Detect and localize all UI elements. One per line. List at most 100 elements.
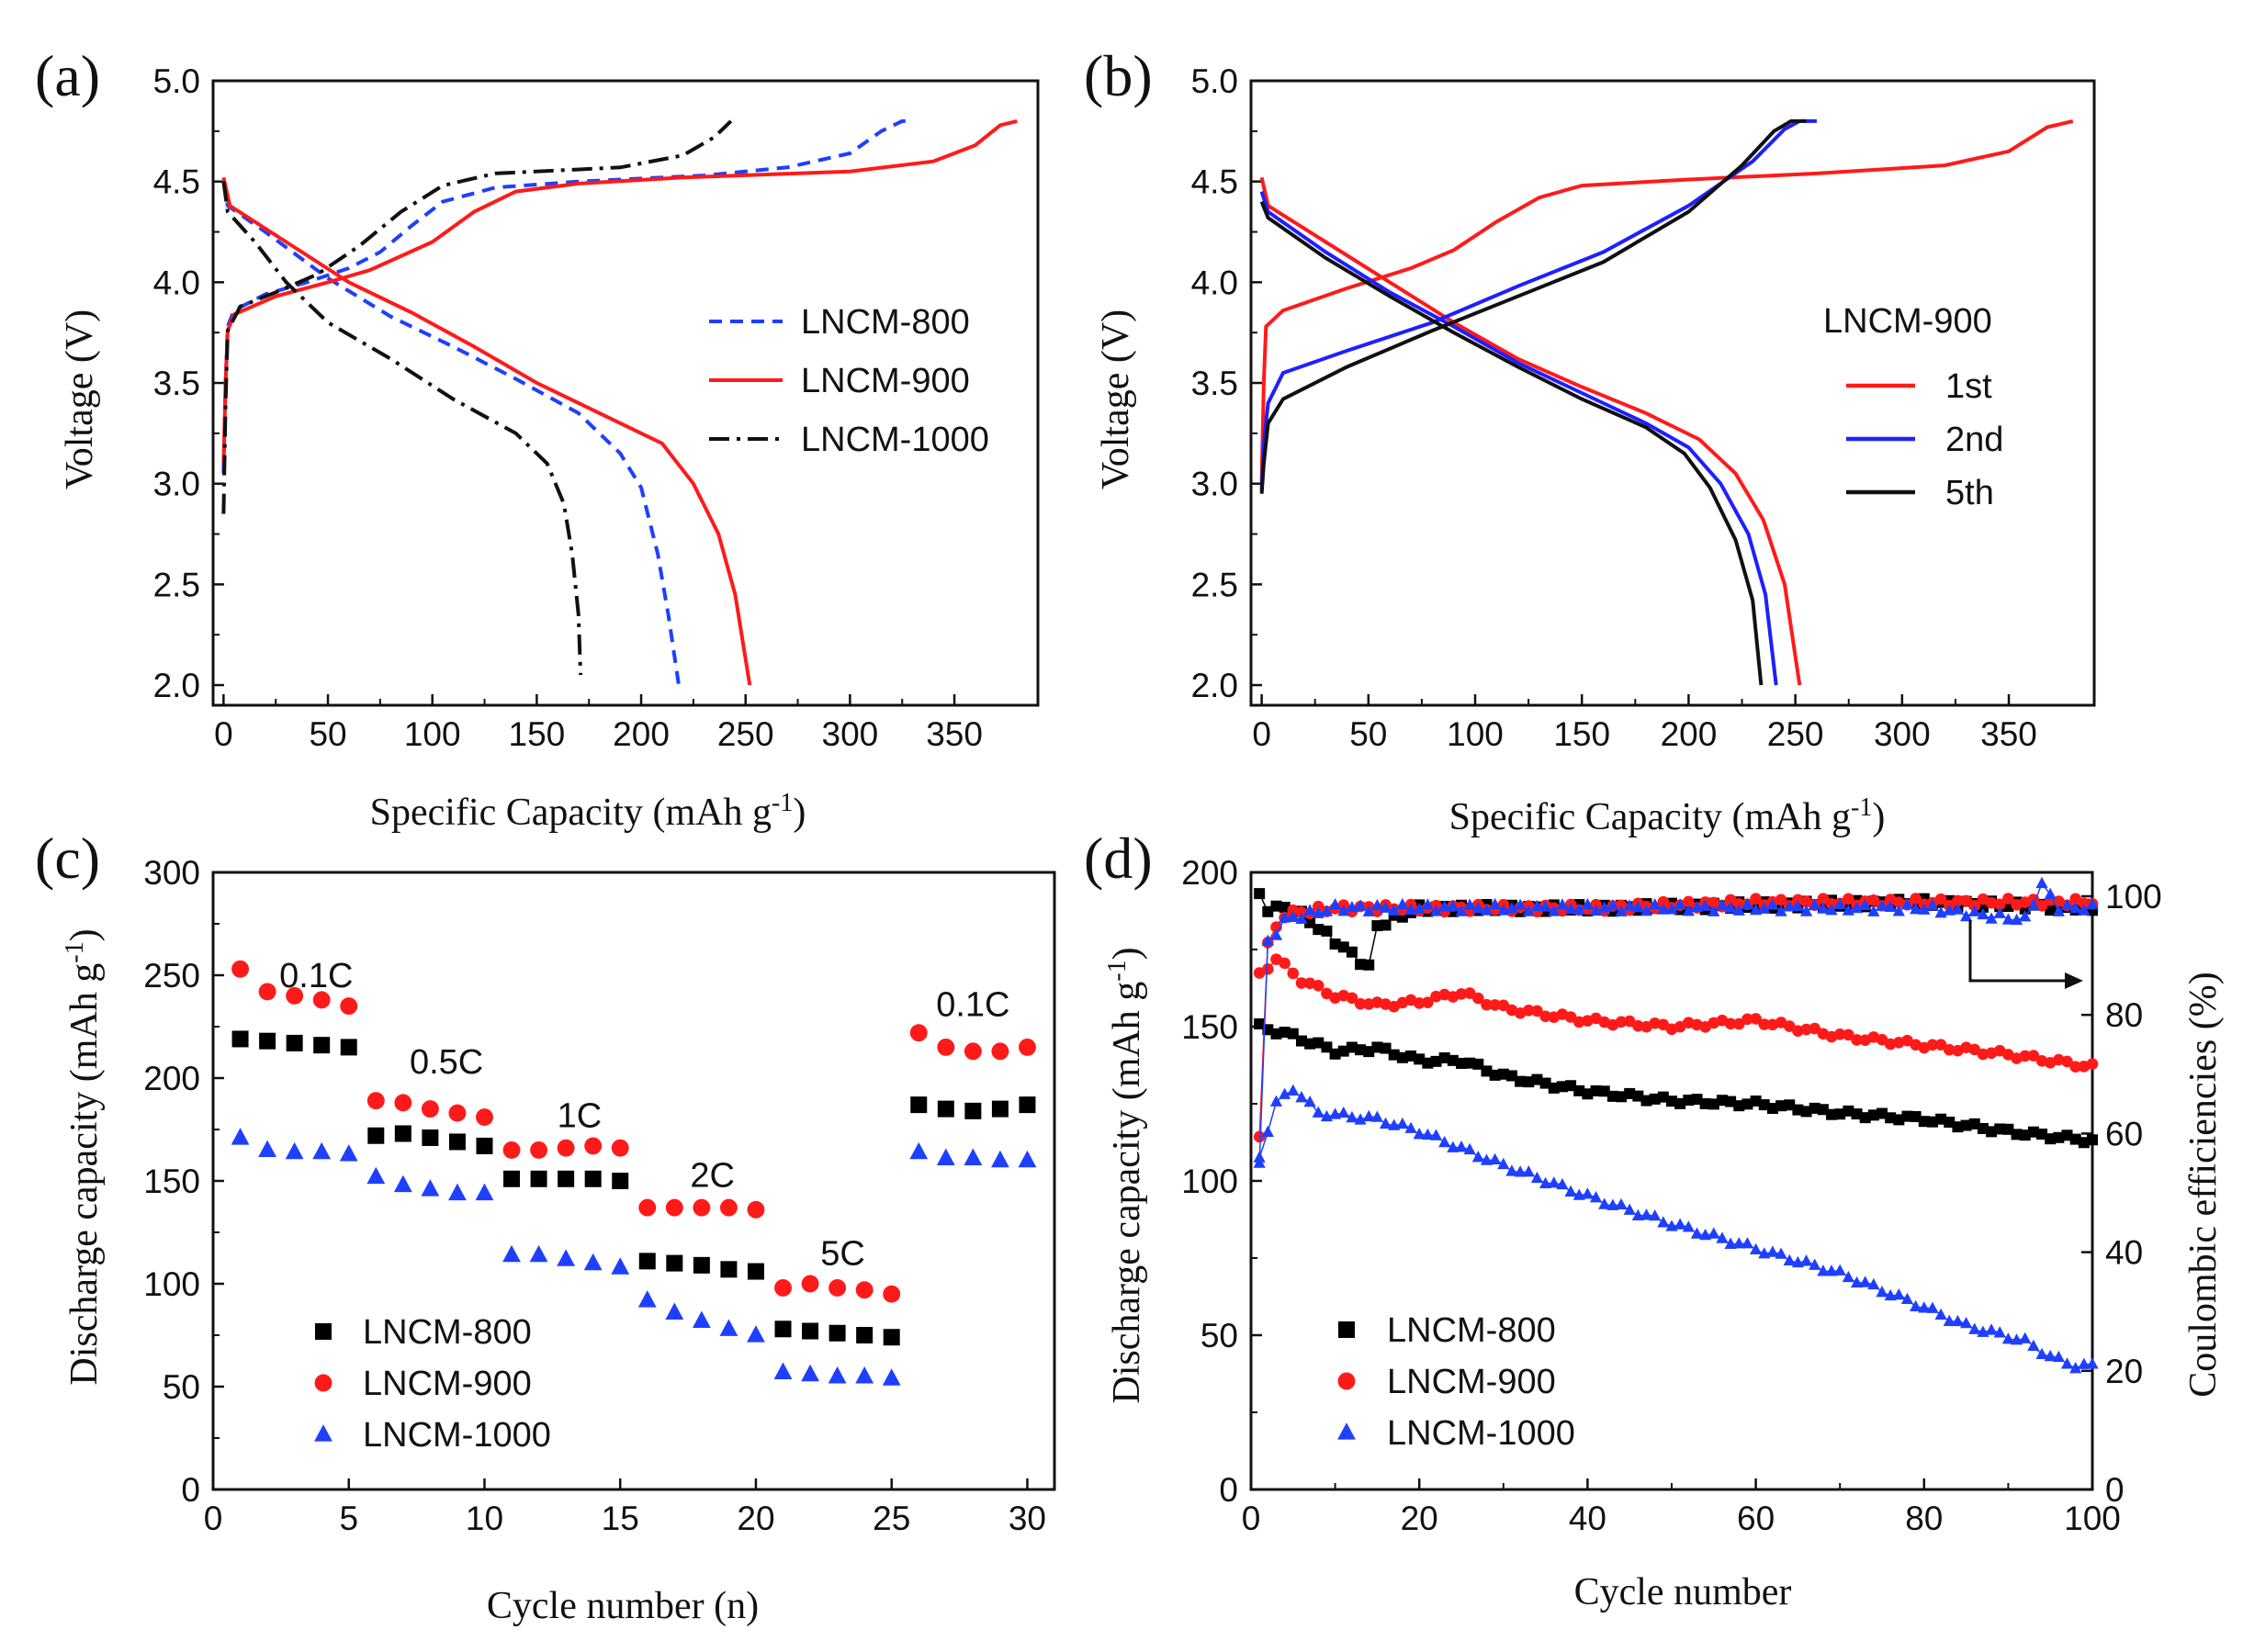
point-lncm-800 (747, 1263, 764, 1280)
point-lncm-900 (530, 1141, 548, 1159)
ce-point-lncm-1000 (1413, 902, 1426, 915)
capacity-point-lncm-1000 (1732, 1237, 1745, 1249)
plot-frame (1249, 79, 2096, 707)
legend-marker (1337, 1422, 1356, 1440)
point-lncm-800 (259, 1032, 276, 1050)
legend-title: LNCM-900 (1823, 302, 1992, 341)
capacity-point-lncm-1000 (1572, 1188, 1585, 1200)
panel-b-legend: LNCM-900 1st 2nd 5th (1823, 302, 2003, 512)
ce-point-lncm-1000 (1261, 934, 1274, 946)
panel-b-series-group (1259, 118, 2074, 686)
y2-tick-label: 100 (2105, 878, 2162, 916)
ce-point-lncm-1000 (1522, 905, 1535, 916)
ce-point-lncm-1000 (1480, 904, 1493, 916)
legend-label: LNCM-900 (801, 362, 970, 400)
point-lncm-1000 (747, 1325, 765, 1343)
y2-tick-label: 60 (2105, 1115, 2143, 1152)
x-tick-label: 0 (214, 715, 233, 753)
point-lncm-1000 (339, 1144, 358, 1162)
series-5th-charge-line (1259, 118, 1807, 494)
y-tick-label: 2.0 (1191, 667, 1238, 704)
capacity-point-lncm-1000 (1455, 1141, 1468, 1152)
ce-point-lncm-1000 (1775, 905, 1787, 916)
capacity-point-lncm-1000 (1346, 1110, 1358, 1123)
point-lncm-800 (720, 1261, 738, 1278)
point-lncm-900 (557, 1139, 575, 1157)
capacity-point-lncm-1000 (1674, 1218, 1686, 1230)
ce-point-lncm-1000 (1455, 905, 1468, 916)
ce-point-lncm-1000 (1724, 901, 1737, 914)
point-lncm-1000 (855, 1366, 874, 1384)
legend-label: LNCM-800 (801, 303, 970, 342)
y-tick-label: 3.0 (1191, 466, 1238, 503)
point-lncm-900 (855, 1281, 874, 1299)
y-tick-label: 4.0 (1191, 264, 1238, 301)
point-lncm-900 (312, 991, 331, 1009)
y-tick-label: 50 (1200, 1317, 1238, 1354)
ce-point-lncm-1000 (2010, 913, 2023, 926)
y-tick-label: 5.0 (1191, 62, 1238, 100)
x-tick-label: 15 (602, 1500, 639, 1537)
ce-point-lncm-1000 (1758, 902, 1771, 914)
panel-a-series-group (221, 118, 1018, 686)
x-tick-label: 25 (873, 1500, 910, 1537)
capacity-point-lncm-1000 (1850, 1276, 1864, 1288)
capacity-line-lncm-900 (1258, 958, 2093, 1068)
legend-label: LNCM-1000 (363, 1416, 551, 1455)
plot-frame (211, 79, 1040, 707)
ce-point-lncm-1000 (1985, 912, 1998, 924)
series-lncm-800-discharge-line (221, 181, 681, 686)
ce-point-lncm-1000 (1388, 904, 1401, 916)
capacity-point-lncm-1000 (1379, 1117, 1392, 1129)
ce-point-lncm-1000 (1572, 903, 1585, 916)
x-tick-label: 100 (1447, 715, 1504, 753)
panel-c-label: (c) (35, 826, 100, 891)
ce-point-lncm-1000 (1665, 903, 1678, 915)
legend-marker (314, 1424, 333, 1442)
ce-point-lncm-1000 (1471, 902, 1484, 914)
legend-label: LNCM-900 (1387, 1363, 1556, 1401)
point-lncm-800 (937, 1100, 954, 1118)
point-lncm-800 (693, 1256, 710, 1274)
panel-d: (d) 0 20 40 60 80 100050100150200020406080100… (1084, 826, 2225, 1613)
x-tick-label: 50 (1349, 715, 1387, 753)
rate-label: 5C (820, 1234, 865, 1273)
point-lncm-800 (638, 1253, 656, 1270)
point-lncm-1000 (1018, 1150, 1037, 1168)
ce-point-lncm-1000 (1320, 905, 1334, 916)
legend-label: 1st (1945, 367, 1992, 406)
capacity-point-lncm-1000 (1724, 1237, 1737, 1249)
point-lncm-1000 (421, 1179, 440, 1197)
ce-point-lncm-800 (1254, 888, 1266, 900)
panel-c-xlabel: Cycle number (n) (487, 1585, 759, 1627)
point-lncm-900 (719, 1198, 738, 1217)
legend-marker (315, 1323, 332, 1340)
point-lncm-800 (584, 1170, 602, 1187)
panel-a-ylabel: Voltage (V) (59, 309, 101, 489)
point-lncm-800 (612, 1173, 629, 1189)
capacity-point-lncm-1000 (1598, 1197, 1611, 1209)
point-lncm-800 (394, 1125, 411, 1142)
ce-point-lncm-1000 (1892, 905, 1905, 916)
capacity-point-lncm-1000 (2044, 1349, 2057, 1362)
point-lncm-900 (394, 1094, 412, 1112)
x-tick-label: 40 (1569, 1500, 1606, 1537)
point-lncm-1000 (475, 1183, 494, 1201)
series-lncm-1000-discharge-line (221, 181, 583, 676)
ce-point-lncm-1000 (1799, 905, 1813, 916)
x-tick-label: 350 (1980, 715, 2037, 753)
ce-point-lncm-1000 (2069, 901, 2082, 914)
ce-point-lncm-1000 (1850, 901, 1864, 914)
ce-point-lncm-1000 (1682, 905, 1695, 916)
point-lncm-1000 (991, 1150, 1009, 1168)
legend-label: LNCM-900 (363, 1365, 532, 1403)
legend-label: LNCM-1000 (1387, 1414, 1575, 1453)
y-tick-label: 4.5 (1191, 163, 1238, 201)
y-tick-label: 200 (1181, 854, 1238, 892)
capacity-point-lncm-1000 (1413, 1128, 1426, 1140)
panel-b-xlabel: Specific Capacity (mAh g-1) (1449, 793, 1886, 839)
series-2nd-discharge-line (1259, 190, 1778, 686)
